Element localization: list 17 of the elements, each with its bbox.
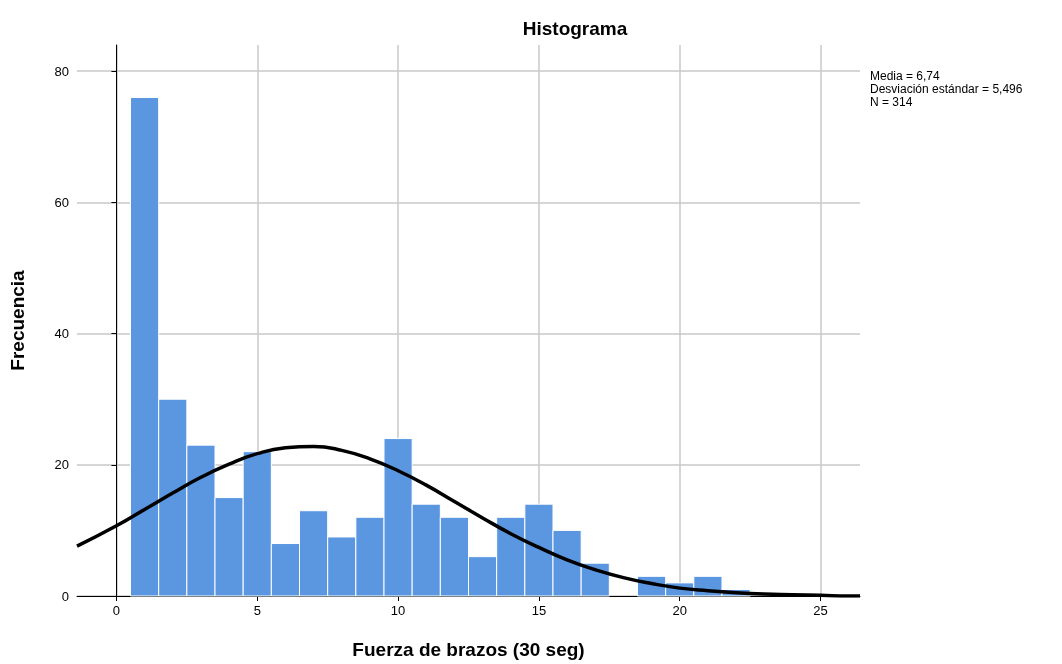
x-tick-label: 25 (813, 603, 828, 618)
x-axis-title: Fuerza de brazos (30 seg) (352, 639, 585, 660)
y-tick-label: 40 (54, 326, 69, 342)
y-axis-title: Frecuencia (7, 269, 28, 371)
text: N = 314 (870, 95, 913, 109)
x-tick-label: 0 (112, 603, 121, 618)
y-tick-label: 60 (54, 194, 69, 210)
chart-title: Histograma (522, 18, 628, 39)
x-tick-label: 20 (672, 603, 687, 618)
x-tick-label: 5 (253, 603, 261, 618)
x-tick-label: 10 (390, 603, 406, 618)
text: Desviación estándar = 5,496 (870, 82, 1023, 96)
y-tick-label: 20 (54, 457, 69, 473)
x-tick-label: 15 (531, 603, 547, 618)
y-tick-label: 0 (61, 588, 69, 604)
y-tick-label: 80 (54, 63, 69, 79)
text: Media = 6,74 (870, 69, 941, 83)
